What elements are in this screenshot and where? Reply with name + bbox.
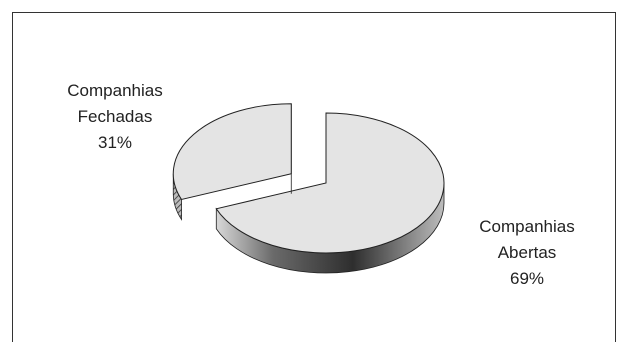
slice-label-fechadas-line2: Fechadas: [77, 107, 153, 126]
slice-value-fechadas: 31%: [97, 133, 133, 152]
slice-label-abertas-line2: Abertas: [497, 243, 557, 262]
slice-label-fechadas: Companhias Fechadas 31%: [40, 78, 190, 156]
slice-abertas: [215, 112, 445, 254]
slice-label-abertas-line1: Companhias: [479, 217, 575, 236]
slice-value-abertas: 69%: [509, 269, 545, 288]
slice-fechadas: [172, 103, 292, 201]
slice-label-abertas: Companhias Abertas 69%: [452, 214, 602, 292]
slice-label-fechadas-line1: Companhias: [67, 81, 163, 100]
chart-frame: [12, 12, 616, 342]
